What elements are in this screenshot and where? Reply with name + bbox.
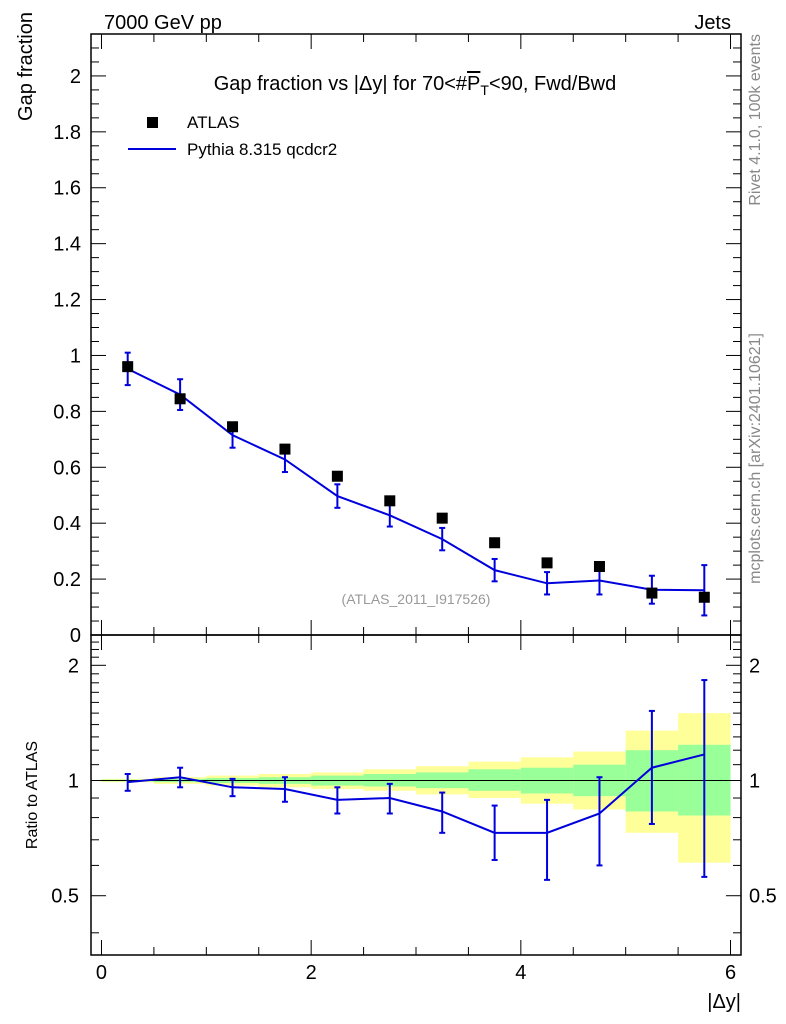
x-axis-label: |Δy| — [707, 991, 741, 1013]
atlas-data-point — [331, 470, 343, 482]
atlas-data-point — [541, 557, 553, 569]
legend: ATLAS Pythia 8.315 qcdcr2 — [128, 113, 337, 159]
atlas-data-point — [279, 443, 291, 455]
ratio-y-axis-label: Ratio to ATLAS — [24, 741, 41, 849]
y-tick-label: 0.8 — [53, 401, 81, 423]
atlas-data-point — [122, 361, 134, 373]
atlas-data-point — [698, 591, 710, 603]
legend-atlas-marker — [147, 117, 158, 128]
ratio-tick-label: 2 — [68, 655, 79, 677]
ratio-tick-label: 1 — [68, 771, 79, 793]
atlas-data-point — [174, 393, 186, 405]
ratio-tick-label-right: 1 — [749, 771, 760, 793]
chart-title-p: P — [467, 73, 480, 95]
atlas-data-point — [436, 512, 448, 524]
chart-title-post: <90, Fwd/Bwd — [489, 73, 616, 95]
rivet-watermark: Rivet 4.1.0, 100k events — [747, 34, 764, 206]
atlas-data-point — [227, 421, 239, 433]
y-tick-label: 0.6 — [53, 457, 81, 479]
mcplots-watermark: mcplots.cern.ch [arXiv:2401.10621] — [747, 333, 764, 584]
atlas-data-point — [489, 537, 501, 549]
chart-title-sub: T — [480, 82, 489, 98]
y-tick-label: 2 — [70, 66, 81, 88]
y-tick-label: 1 — [70, 345, 81, 367]
ratio-tick-label-right: 2 — [749, 655, 760, 677]
energy-label: 7000 GeV pp — [104, 12, 222, 34]
y-axis-label: Gap fraction — [15, 12, 37, 121]
y-tick-label: 0.4 — [53, 513, 81, 535]
analysis-label: (ATLAS_2011_I917526) — [342, 591, 491, 607]
x-tick-label: 6 — [725, 962, 736, 984]
legend-atlas-label: ATLAS — [187, 113, 240, 132]
y-tick-label: 1.4 — [53, 234, 81, 256]
legend-pythia-label: Pythia 8.315 qcdcr2 — [187, 140, 337, 159]
y-tick-label: 1.8 — [53, 122, 81, 144]
main-panel: 0 0.2 0.4 0.6 0.8 1 1.2 1.4 1.6 1.8 2 Gap fraction… — [15, 12, 742, 647]
ratio-pythia-line — [127, 753, 705, 834]
y-tick-label: 1.2 — [53, 290, 81, 312]
chart-title: Gap fraction vs |Δy| for 70<#PT<90, Fwd/… — [214, 73, 617, 98]
pythia-series-line — [127, 367, 705, 592]
ratio-tick-label-right: 0.5 — [749, 886, 777, 908]
x-tick-label: 4 — [515, 962, 526, 984]
y-tick-label: 1.6 — [53, 178, 81, 200]
atlas-data-point — [593, 561, 605, 573]
x-tick-label: 0 — [96, 962, 107, 984]
atlas-data-point — [384, 495, 396, 507]
ratio-panel: 0.5 0.5 1 1 2 2 0 2 4 6 Ratio to ATLAS — [24, 634, 777, 984]
x-tick-label: 2 — [306, 962, 317, 984]
ratio-tick-label: 0.5 — [51, 886, 79, 908]
process-label: Jets — [694, 12, 731, 34]
chart-title-pre: Gap fraction vs |Δy| for 70<# — [214, 73, 468, 95]
y-tick-label: 0.2 — [53, 569, 81, 591]
y-tick-label: 0 — [70, 625, 81, 647]
atlas-data-point — [646, 587, 658, 599]
